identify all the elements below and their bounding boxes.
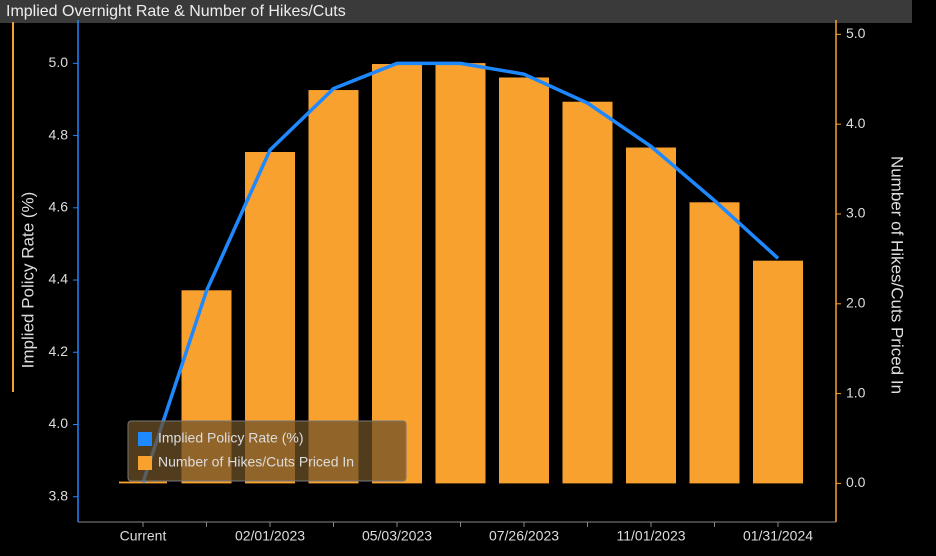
y-tick-label: 5.0 bbox=[49, 54, 69, 70]
x-tick-label: 11/01/2023 bbox=[616, 528, 685, 544]
y-tick-label: 4.0 bbox=[49, 415, 69, 431]
y-tick-label: 4.8 bbox=[49, 126, 69, 142]
legend-box bbox=[127, 420, 407, 482]
bar bbox=[308, 90, 359, 484]
x-tick-label: 01/31/2024 bbox=[743, 528, 813, 544]
y-tick-label: 4.2 bbox=[49, 343, 69, 359]
y2-tick-label: 1.0 bbox=[846, 384, 866, 400]
legend-label: Number of Hikes/Cuts Priced In bbox=[158, 454, 354, 470]
legend-swatch bbox=[138, 456, 152, 470]
y2-tick-label: 0.0 bbox=[846, 474, 866, 490]
x-tick-label: 02/01/2023 bbox=[235, 528, 305, 544]
bar bbox=[372, 64, 422, 484]
y2-axis-label: Number of Hikes/Cuts Priced In bbox=[888, 156, 907, 394]
bar bbox=[435, 63, 486, 484]
bar bbox=[689, 202, 740, 484]
legend-label: Implied Policy Rate (%) bbox=[158, 430, 304, 446]
legend: Implied Policy Rate (%) Number of Hikes/C… bbox=[127, 420, 407, 482]
chart-title: Implied Overnight Rate & Number of Hikes… bbox=[6, 3, 346, 20]
y2-tick-label: 5.0 bbox=[846, 25, 866, 41]
x-tick-label: 07/26/2023 bbox=[489, 528, 559, 544]
y-tick-label: 3.8 bbox=[49, 487, 69, 503]
bar bbox=[753, 260, 803, 484]
y-axis-label: Implied Policy Rate (%) bbox=[18, 192, 37, 369]
bar bbox=[562, 101, 613, 484]
y-tick-label: 4.6 bbox=[49, 199, 69, 215]
y2-tick-label: 4.0 bbox=[846, 115, 866, 131]
x-tick-label: 05/03/2023 bbox=[362, 528, 432, 544]
y2-tick-label: 3.0 bbox=[846, 205, 866, 221]
y2-tick-label: 2.0 bbox=[846, 294, 866, 310]
x-tick-label: Current bbox=[120, 528, 167, 544]
line bbox=[141, 61, 780, 483]
bar bbox=[499, 77, 549, 484]
title-bar bbox=[0, 0, 912, 23]
bar bbox=[119, 481, 167, 484]
legend-swatch bbox=[138, 432, 152, 446]
bar bbox=[626, 147, 676, 484]
y-tick-label: 4.4 bbox=[49, 271, 69, 287]
